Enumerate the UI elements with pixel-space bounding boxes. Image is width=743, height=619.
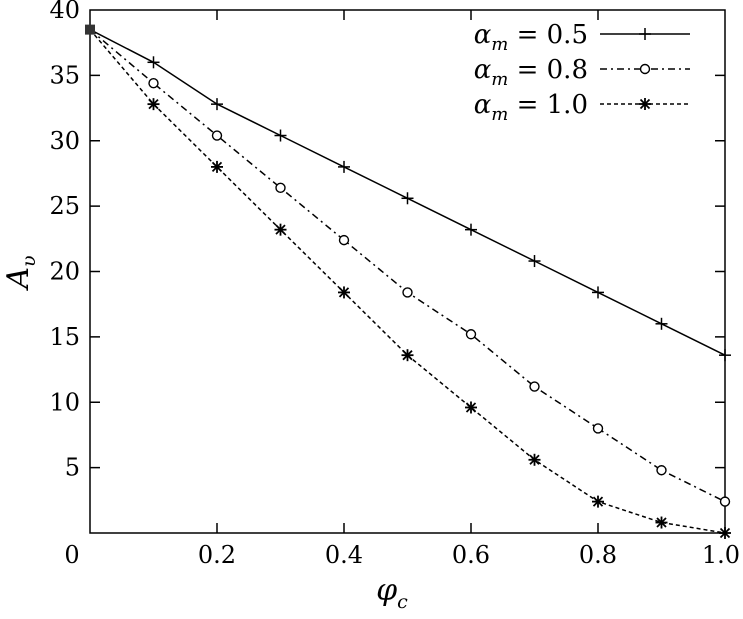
data-point-circle — [148, 78, 159, 89]
data-point-star — [338, 286, 350, 299]
data-point-star — [592, 495, 604, 508]
series-line — [89, 29, 726, 534]
series-2 — [89, 29, 731, 507]
x-tick-label: 0.8 — [579, 541, 617, 569]
data-point-star — [719, 527, 731, 539]
x-tick-label: 0.6 — [452, 541, 490, 569]
data-point-circle — [275, 182, 286, 194]
data-point-star — [211, 160, 223, 173]
data-point-circle — [529, 381, 540, 392]
legend: αm = 0.5αm = 0.8αm = 1.0 — [474, 20, 690, 125]
legend-item: αm = 0.5 — [474, 20, 690, 55]
series-layer — [85, 24, 731, 539]
y-tick-label: 10 — [49, 388, 80, 416]
y-axis-label: Aυ — [1, 255, 40, 291]
legend-label: αm = 1.0 — [474, 90, 588, 125]
y-tick-label: 40 — [49, 0, 80, 24]
legend-label: αm = 0.5 — [474, 20, 588, 55]
data-point-star — [655, 516, 668, 529]
data-point-circle — [402, 287, 413, 298]
legend-item: αm = 1.0 — [474, 90, 690, 125]
data-point-plus — [655, 317, 668, 330]
data-point-plus — [274, 129, 287, 142]
data-point-star — [401, 349, 414, 362]
legend-label: αm = 0.8 — [474, 55, 588, 90]
data-point-star — [639, 98, 651, 110]
x-tick-label: 0.4 — [325, 541, 363, 569]
data-point-plus — [338, 160, 350, 173]
y-tick-label: 20 — [49, 258, 80, 286]
data-point-circle — [211, 130, 223, 141]
data-point-plus — [592, 286, 604, 299]
data-point-plus — [211, 98, 223, 111]
x-axis-label: φc — [376, 573, 408, 613]
legend-item: αm = 0.8 — [474, 55, 690, 90]
y-tick-label: 5 — [65, 454, 80, 482]
x-tick-label: 0 — [64, 541, 79, 569]
y-tick-label: 30 — [49, 127, 80, 155]
data-point-circle — [719, 496, 731, 507]
data-point-plus — [401, 192, 414, 205]
data-point-plus — [639, 28, 651, 40]
plot-frame — [89, 9, 726, 534]
series-1 — [89, 28, 731, 362]
x-tick-label: 1.0 — [702, 541, 740, 569]
data-point-star — [528, 453, 541, 466]
series-3 — [89, 29, 731, 539]
x-tick-label: 0.2 — [198, 541, 236, 569]
data-point-star — [147, 98, 160, 111]
data-point-plus — [465, 223, 477, 236]
series-line — [89, 29, 726, 503]
data-point-plus — [719, 349, 731, 362]
data-point-circle — [592, 423, 604, 434]
data-point-star — [274, 223, 287, 236]
data-point-circle — [465, 329, 477, 340]
y-tick-label: 15 — [49, 323, 80, 351]
data-point-circle — [639, 63, 651, 75]
data-point-circle — [656, 465, 667, 476]
data-point-circle — [338, 234, 350, 246]
data-point-star — [465, 401, 477, 414]
data-point-start — [85, 24, 95, 35]
y-tick-label: 25 — [49, 192, 80, 220]
data-point-plus — [528, 255, 541, 268]
axis-ticks: 0 0.2 0.4 0.6 0.8 1.0 5 10 15 20 25 30 35 40 — [49, 0, 740, 569]
data-point-plus — [147, 56, 160, 69]
y-tick-label: 35 — [49, 61, 80, 89]
